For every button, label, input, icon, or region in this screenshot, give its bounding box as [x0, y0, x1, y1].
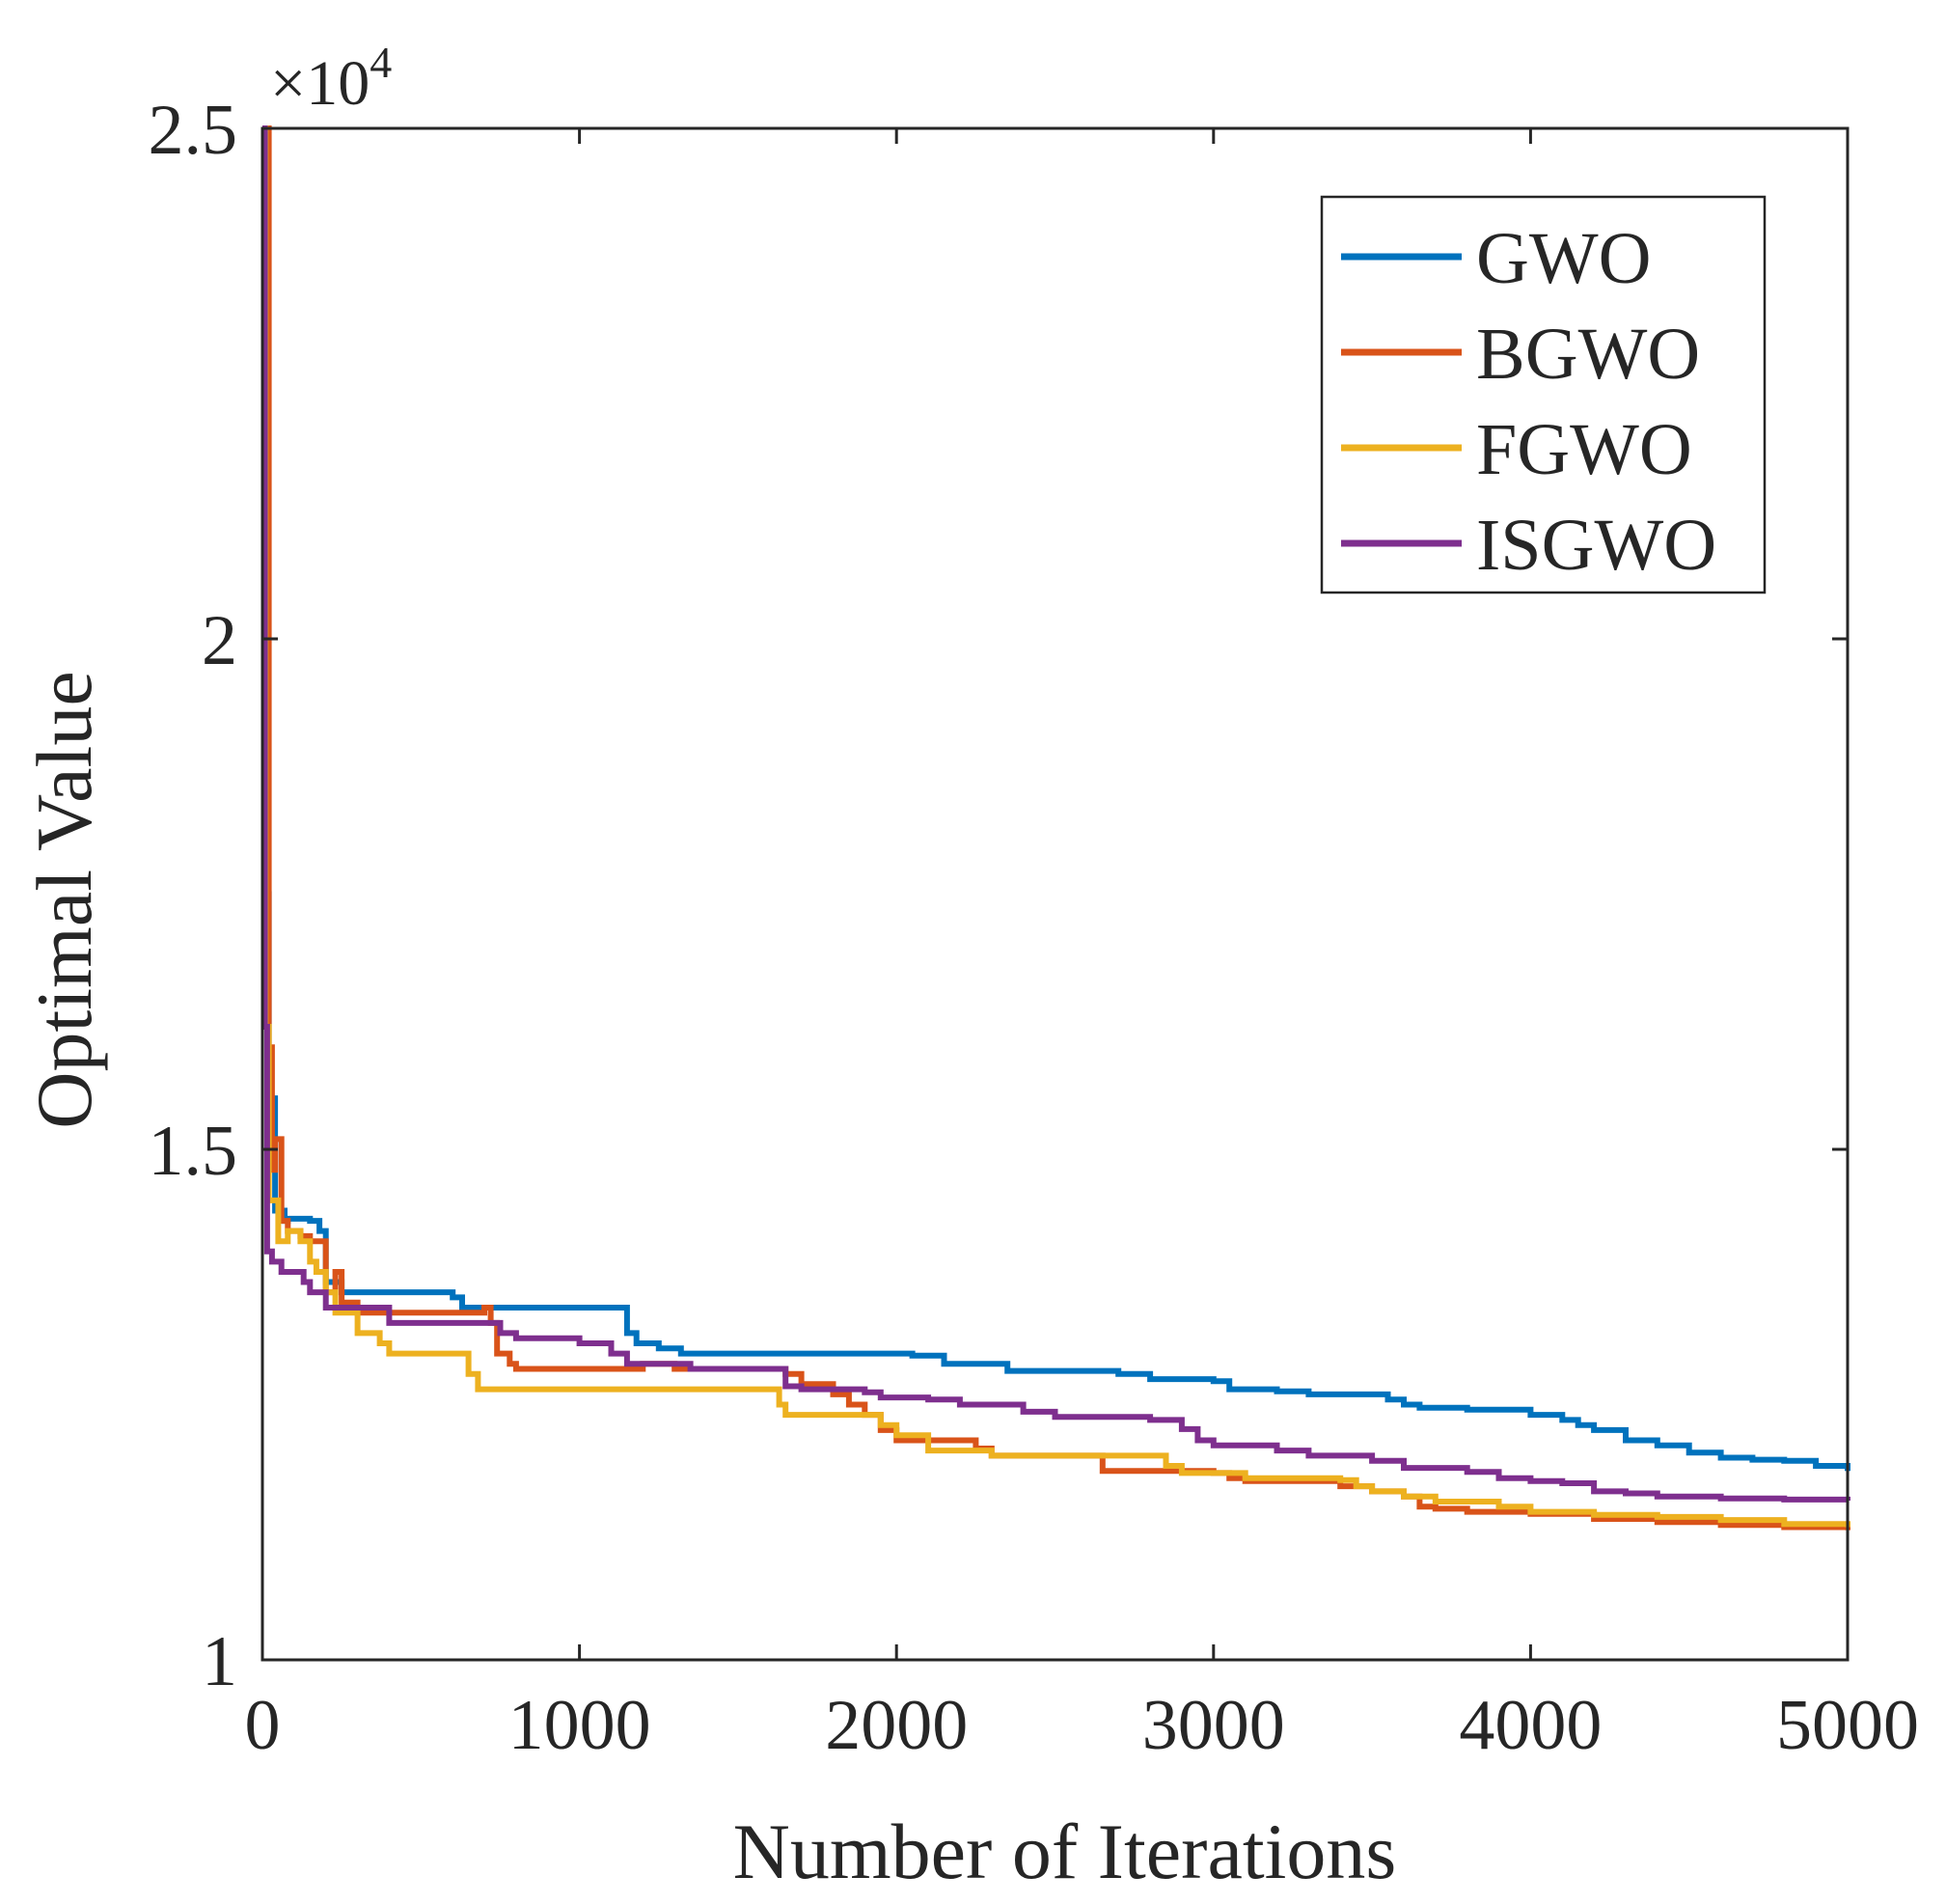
x-tick-label: 2000: [825, 1686, 968, 1765]
series-line-isgwo: [261, 125, 1850, 1503]
legend-label-fgwo: FGWO: [1476, 409, 1692, 490]
legend-label-isgwo: ISGWO: [1476, 505, 1716, 586]
y-tick-label: 2.5: [149, 91, 238, 170]
series-line-fgwo: [262, 125, 1850, 1528]
y-tick-label: 1.5: [149, 1112, 238, 1191]
x-axis-label: Number of Iterations: [733, 1807, 1397, 1895]
y-axis-multiplier-base: ×10: [270, 48, 370, 119]
y-axis-label: Optimal Value: [20, 671, 108, 1128]
legend-label-gwo: GWO: [1476, 218, 1652, 299]
x-tick-labels: 0 1000 2000 3000 4000 5000: [245, 1686, 1920, 1765]
y-tick-label: 1: [202, 1622, 237, 1701]
series-line-gwo: [261, 125, 1850, 1472]
x-tick-label: 5000: [1776, 1686, 1919, 1765]
y-axis-multiplier: ×104: [270, 38, 392, 119]
x-tick-label: 3000: [1142, 1686, 1285, 1765]
y-tick-label: 2: [202, 601, 237, 680]
plot-lines: [261, 125, 1850, 1531]
y-tick-labels: 1 1.5 2 2.5: [149, 91, 238, 1701]
series-line-bgwo: [262, 125, 1850, 1531]
x-tick-label: 0: [245, 1686, 281, 1765]
x-tick-label: 4000: [1459, 1686, 1602, 1765]
y-axis-multiplier-exponent: 4: [370, 38, 392, 87]
legend-box: [1320, 195, 1767, 594]
legend-label-bgwo: BGWO: [1476, 314, 1700, 395]
plot-frame: [260, 126, 1850, 1662]
axis-ticks: [260, 126, 1850, 1662]
x-tick-label: 1000: [508, 1686, 651, 1765]
legend: GWO BGWO FGWO ISGWO: [1320, 195, 1767, 594]
